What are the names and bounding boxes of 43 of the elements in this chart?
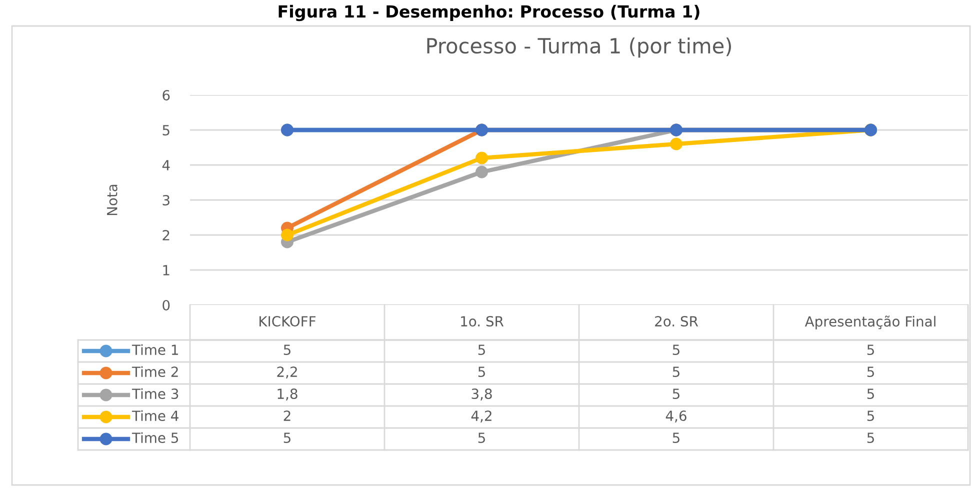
- data-label: 4,6: [666, 410, 686, 422]
- x-tick-label: 2o. SR: [655, 316, 698, 327]
- data-label: 5: [284, 432, 290, 444]
- data-label: 5: [867, 388, 874, 400]
- data-label: 5: [478, 432, 485, 444]
- point: [476, 152, 488, 164]
- y-tick-label: 4: [162, 160, 170, 170]
- y-tick-label: 1: [163, 265, 170, 276]
- legend-label: Time 1: [132, 344, 178, 356]
- data-label: 5: [867, 432, 874, 444]
- data-label: 5: [478, 344, 485, 356]
- data-label: 5: [478, 366, 485, 378]
- data-label: 4,2: [471, 410, 492, 422]
- text: Figura 11 - Desempenho: Processo (Turma 1): [278, 4, 700, 22]
- y-tick-label: 3: [162, 194, 170, 206]
- legend-label: Time 5: [132, 432, 178, 444]
- data-label: 2,2: [277, 366, 297, 378]
- y-axis-title: Nota: [107, 184, 118, 216]
- point: [670, 138, 682, 150]
- data-label: 1,8: [278, 388, 298, 400]
- point: [281, 228, 294, 242]
- data-label: 2: [284, 410, 290, 421]
- y-tick-label: 0: [162, 300, 170, 310]
- x-tick-label: KICKOFF: [260, 316, 316, 327]
- legend-label: Time 4: [132, 410, 178, 422]
- x-tick-label: 1o. SR: [461, 316, 504, 327]
- legend-label: Time 3: [132, 388, 178, 400]
- y-tick-label: 5: [162, 125, 170, 136]
- data-label: 5: [672, 344, 680, 356]
- data-label: 5: [867, 366, 874, 378]
- point: [476, 166, 488, 178]
- data-label: 5: [672, 366, 680, 378]
- data-label: 5: [284, 344, 290, 356]
- data-label: 3,8: [472, 388, 492, 400]
- x-tick-label: Apresentação Final: [804, 316, 936, 330]
- legend-label: Time 2: [132, 366, 178, 378]
- data-label: 5: [672, 388, 680, 400]
- data-label: 5: [867, 410, 874, 422]
- data-label: 5: [867, 344, 874, 356]
- data-label: 5: [672, 432, 680, 444]
- y-tick-label: 6: [162, 90, 170, 100]
- y-tick-label: 2: [162, 230, 170, 240]
- chart-title: Processo - Turma 1 (por time): [427, 38, 731, 58]
